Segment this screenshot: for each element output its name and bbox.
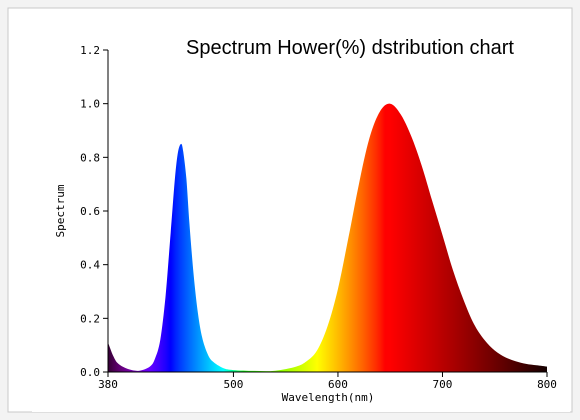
x-tick-label: 700 — [433, 378, 453, 391]
spectrum-area — [108, 103, 547, 372]
chart-title: Spectrum Hower(%) dstribution chart — [186, 37, 514, 59]
y-tick-label: 0.0 — [80, 366, 100, 379]
y-tick-label: 0.8 — [80, 151, 100, 164]
y-axis-ticks: 0.0 0.2 0.4 0.6 0.8 1.0 1.2 — [80, 44, 108, 379]
y-tick-label: 0.2 — [80, 312, 100, 325]
y-tick-label: 1.0 — [80, 98, 100, 111]
x-tick-label: 380 — [98, 378, 118, 391]
y-tick-label: 0.6 — [80, 205, 100, 218]
x-tick-label: 500 — [223, 378, 243, 391]
x-axis-label: Wavelength(nm) — [282, 391, 375, 404]
x-tick-label: 800 — [537, 378, 557, 391]
y-tick-label: 1.2 — [80, 44, 100, 57]
y-axis-label: Spectrum — [54, 184, 67, 237]
x-axis-ticks: 380 500 600 700 800 — [98, 372, 557, 391]
x-tick-label: 600 — [328, 378, 348, 391]
y-tick-label: 0.4 — [80, 259, 100, 272]
